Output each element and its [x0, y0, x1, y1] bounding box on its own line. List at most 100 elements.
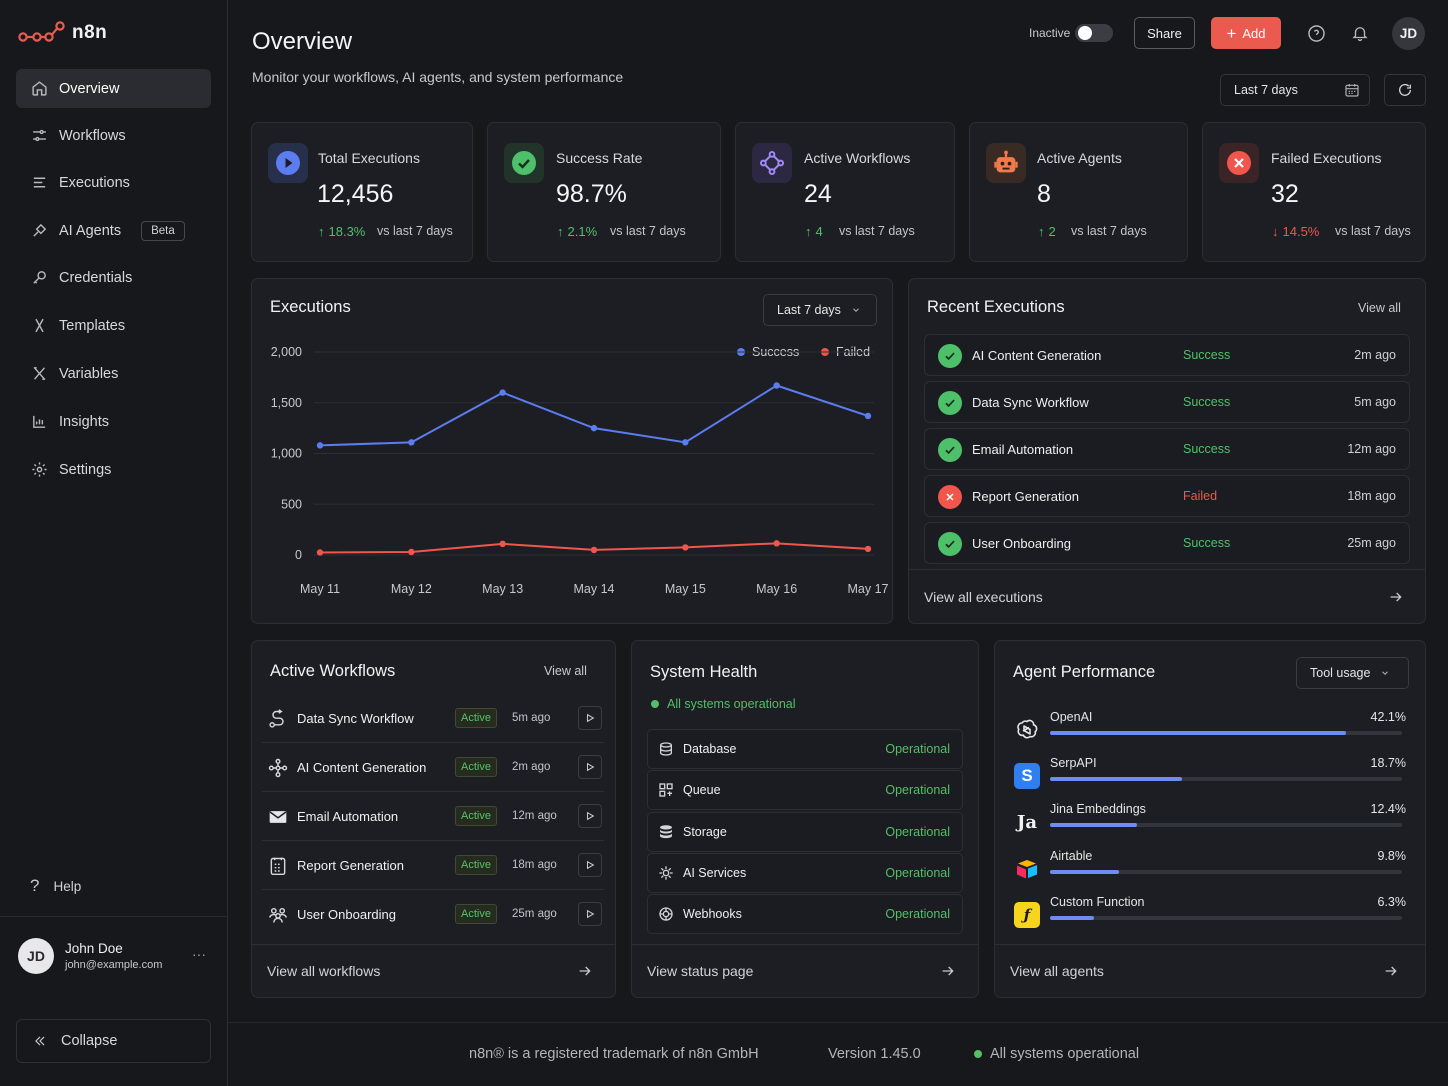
help-link[interactable]: ? Help [30, 876, 81, 896]
sidebar-item-insights[interactable]: Insights [16, 402, 211, 441]
question-icon: ? [30, 876, 40, 895]
help-circle-icon[interactable] [1305, 22, 1327, 44]
view-status-page-link[interactable]: View status page [647, 963, 754, 979]
workflow-time: 25m ago [512, 908, 557, 920]
sidebar: n8n Overview Workflows Executions AI Age… [0, 0, 228, 1086]
template-icon [30, 317, 48, 335]
delta-value: 14.5% [1282, 224, 1320, 239]
sidebar-item-overview[interactable]: Overview [16, 69, 211, 108]
data-point-failed [408, 548, 415, 556]
stat-value: 32 [1271, 180, 1299, 208]
logo[interactable]: n8n [18, 20, 107, 46]
play-icon [585, 811, 595, 821]
check-circle-icon [938, 344, 962, 368]
agent-metric-select[interactable]: Tool usage [1296, 657, 1409, 689]
chart-icon [30, 413, 48, 431]
refresh-button[interactable] [1384, 74, 1426, 106]
logo-text: n8n [72, 22, 108, 43]
webhook-icon [658, 906, 674, 922]
list-item[interactable]: User Onboarding Active 25m ago [252, 890, 614, 939]
execution-name: AI Content Generation [972, 348, 1102, 363]
collapse-button[interactable]: Collapse [16, 1019, 211, 1063]
view-all-agents-link[interactable]: View all agents [1010, 963, 1104, 979]
list-item[interactable]: AI Content Generation Success 2m ago [924, 334, 1410, 376]
list-item[interactable]: AI Content Generation Active 2m ago [252, 743, 614, 792]
footer-divider [228, 1022, 1448, 1023]
list-item[interactable]: Data Sync Workflow Success 5m ago [924, 381, 1410, 423]
sidebar-item-variables[interactable]: Variables [16, 354, 211, 393]
stat-card-active-workflows[interactable]: Active Workflows 24 ↑ 4 vs last 7 days [735, 122, 955, 262]
y-tick-label: 1,000 [271, 447, 302, 461]
stat-title: Success Rate [556, 150, 643, 166]
check-circle-icon [504, 143, 544, 183]
add-button[interactable]: + Add [1211, 17, 1281, 49]
run-button[interactable] [578, 706, 602, 730]
sidebar-item-executions[interactable]: Executions [16, 163, 211, 202]
agent-name: OpenAI [1050, 710, 1093, 724]
progress-track [1050, 823, 1402, 827]
user-profile[interactable]: JD John Doe john@example.com [18, 938, 162, 974]
view-all-workflows-link[interactable]: View all workflows [267, 963, 381, 979]
share-button[interactable]: Share [1134, 17, 1195, 49]
home-icon [30, 80, 48, 98]
list-item[interactable]: Email Automation Success 12m ago [924, 428, 1410, 470]
divider [262, 840, 604, 841]
stat-delta: ↓ 14.5% [1272, 224, 1319, 239]
sidebar-item-settings[interactable]: Settings [16, 450, 211, 489]
list-item[interactable]: Report Generation Failed 18m ago [924, 475, 1410, 517]
stat-card-active-agents[interactable]: Active Agents 8 ↑ 2 vs last 7 days [969, 122, 1188, 262]
stat-card-total-executions[interactable]: Total Executions 12,456 ↑ 18.3% vs last 7… [251, 122, 473, 262]
date-range-select[interactable]: Last 7 days [1220, 74, 1370, 106]
run-button[interactable] [578, 755, 602, 779]
beta-badge: Beta [141, 220, 185, 241]
arrow-right-icon[interactable] [1388, 589, 1404, 605]
list-item[interactable]: Report Generation Active 18m ago [252, 841, 614, 890]
footer-trademark: n8n® is a registered trademark of n8n Gm… [469, 1046, 759, 1062]
stat-title: Active Workflows [804, 150, 911, 166]
bell-icon[interactable] [1349, 22, 1371, 44]
execution-time: 12m ago [1347, 442, 1396, 456]
airtable-icon [1014, 856, 1040, 882]
data-point-failed [499, 540, 506, 548]
active-toggle[interactable] [1075, 24, 1113, 42]
sidebar-item-workflows[interactable]: Workflows [16, 116, 211, 155]
progress-fill [1050, 731, 1347, 735]
execution-name: Data Sync Workflow [972, 395, 1089, 410]
agent-name: Custom Function [1050, 895, 1145, 909]
recent-view-all-link[interactable]: View all [1358, 301, 1401, 315]
data-point-success [864, 412, 872, 420]
list-item[interactable]: Data Sync Workflow Active 5m ago [252, 694, 614, 743]
user-avatar[interactable]: JD [1392, 17, 1425, 50]
stat-card-success-rate[interactable]: Success Rate 98.7% ↑ 2.1% vs last 7 days [487, 122, 721, 262]
agent-row: OpenAI 42.1% [1012, 708, 1408, 752]
list-item[interactable]: Email Automation Active 12m ago [252, 792, 614, 841]
play-icon [268, 143, 308, 183]
run-button[interactable] [578, 804, 602, 828]
status-dot [974, 1050, 982, 1058]
view-all-executions-link[interactable]: View all executions [924, 589, 1043, 605]
stat-card-failed-executions[interactable]: Failed Executions 32 ↓ 14.5% vs last 7 da… [1202, 122, 1426, 262]
agent-pct: 42.1% [1370, 710, 1406, 724]
arrow-right-icon[interactable] [577, 963, 593, 979]
arrow-right-icon[interactable] [1383, 963, 1399, 979]
footer-version: Version 1.45.0 [828, 1046, 921, 1062]
data-point-failed [316, 549, 324, 556]
more-icon[interactable]: ··· [192, 946, 206, 962]
agent-pct: 12.4% [1370, 802, 1406, 816]
sidebar-item-templates[interactable]: Templates [16, 306, 211, 345]
sidebar-item-ai-agents[interactable]: AI Agents Beta [16, 211, 211, 250]
workflows-view-all-link[interactable]: View all [544, 664, 587, 678]
list-item[interactable]: User Onboarding Success 25m ago [924, 522, 1410, 564]
executions-range-select[interactable]: Last 7 days [763, 294, 877, 326]
serpapi-icon: S [1014, 763, 1040, 789]
user-email: john@example.com [65, 959, 163, 971]
run-button[interactable] [578, 902, 602, 926]
active-workflows-panel [251, 640, 616, 998]
data-point-success [590, 424, 598, 432]
stat-comparison: vs last 7 days [1071, 224, 1147, 238]
executions-title: Executions [270, 298, 351, 316]
run-button[interactable] [578, 853, 602, 877]
data-point-failed [773, 540, 780, 547]
arrow-right-icon[interactable] [940, 963, 956, 979]
sidebar-item-credentials[interactable]: Credentials [16, 258, 211, 297]
